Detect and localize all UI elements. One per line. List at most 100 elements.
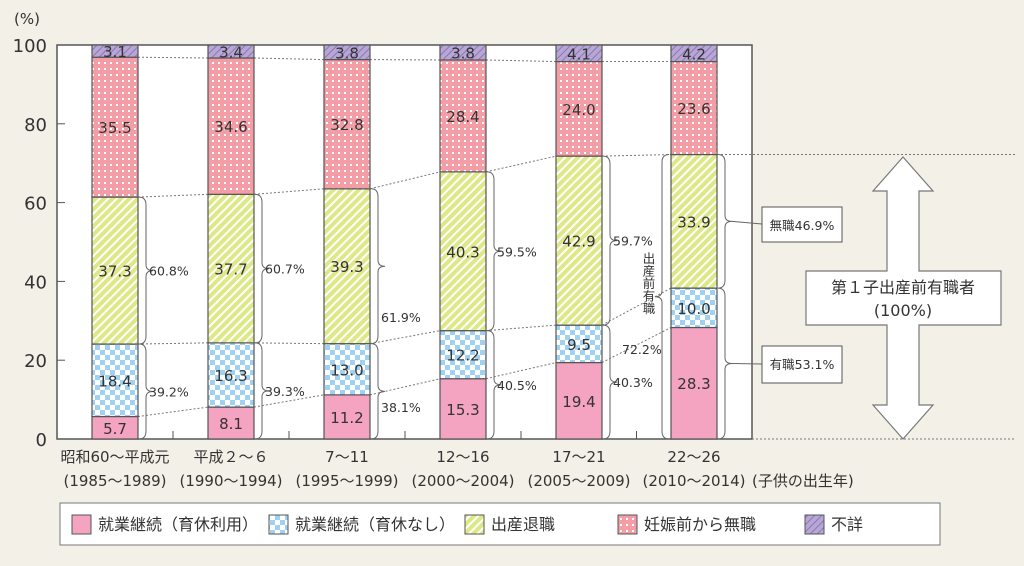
x-tick-label: (1995〜1999) (295, 472, 398, 490)
data-label: 8.1 (219, 415, 243, 433)
brace (486, 171, 502, 332)
bar-segment (207, 342, 255, 408)
leader-line (731, 220, 763, 225)
y-tick-label: 60 (24, 194, 47, 215)
data-label: 28.4 (446, 108, 479, 126)
data-label: 3.4 (219, 44, 243, 62)
brace (602, 155, 618, 326)
data-label: 3.1 (103, 43, 127, 61)
data-label: 13.0 (330, 361, 363, 379)
connector-line (369, 171, 441, 190)
y-tick-label: 80 (24, 115, 47, 136)
x-axis-label: (子供の出生年) (752, 472, 854, 490)
plot-frame (56, 44, 753, 440)
x-tick-label: 昭和60〜平成元 (60, 448, 169, 466)
brace (138, 343, 154, 440)
legend-swatch (268, 514, 289, 535)
bar-segment (439, 44, 487, 61)
x-tick-label: 12〜16 (436, 448, 489, 466)
bar-segment (670, 287, 718, 329)
y-axis-label: (%) (14, 10, 40, 28)
brace (370, 188, 386, 345)
x-tick-label: 7〜11 (325, 448, 369, 466)
legend-swatch (71, 514, 92, 535)
bar-segment (323, 343, 371, 396)
data-label: 40.3 (446, 243, 479, 261)
brace (602, 324, 618, 440)
bracket-label-upper: 60.7% (265, 262, 305, 277)
data-label: 35.5 (98, 119, 131, 137)
data-label: 3.8 (451, 44, 475, 62)
bar-segment (439, 330, 487, 380)
data-label: 10.0 (677, 300, 710, 318)
bar-segment (670, 153, 718, 289)
legend-box (59, 502, 941, 546)
x-tick-label: 17〜21 (552, 448, 605, 466)
brace (138, 196, 154, 345)
data-label: 4.2 (682, 45, 706, 63)
legend-label: 妊娠前から無職 (644, 515, 756, 534)
brace (654, 154, 670, 440)
x-tick-label: (1985〜1989) (63, 472, 166, 490)
x-tick-label: 22〜26 (667, 448, 720, 466)
data-label: 3.8 (335, 44, 359, 62)
bar-segment (555, 60, 603, 157)
data-label: 9.5 (567, 336, 591, 354)
data-label: 19.4 (562, 393, 595, 411)
unemployed-box (761, 206, 843, 243)
data-label: 12.2 (446, 347, 479, 365)
bracket-label-lower: 39.2% (149, 385, 189, 400)
brace (370, 343, 386, 440)
arrow-title: 第１子出産前有職者 (831, 278, 975, 297)
bracket-label-upper: 60.8% (149, 264, 189, 279)
bar-segment (91, 44, 139, 58)
bar-segment (670, 60, 718, 156)
bar-segment (207, 406, 255, 440)
bar-segment (670, 44, 718, 63)
data-label: 42.9 (562, 233, 595, 251)
legend-label: 不詳 (831, 515, 863, 534)
bracket-label-upper: 61.9% (381, 310, 421, 325)
data-label: 18.4 (98, 372, 131, 390)
brace (254, 342, 270, 440)
data-label: 23.6 (677, 100, 710, 118)
data-label: 37.3 (98, 263, 131, 281)
bar-segment (323, 58, 371, 190)
bar-segment (207, 57, 255, 195)
bracket-label-lower: 39.3% (265, 384, 305, 399)
data-label: 34.6 (214, 118, 247, 136)
bar-segment (439, 378, 487, 440)
legend-swatch (464, 514, 485, 535)
y-tick-label: 20 (24, 351, 47, 372)
bar-segment (207, 193, 255, 344)
data-label: 33.9 (677, 213, 710, 231)
bar-segment (91, 56, 139, 198)
legend-label: 出産退職 (491, 515, 555, 534)
data-label: 37.7 (214, 261, 247, 279)
data-label: 16.3 (214, 367, 247, 385)
x-tick-label: 平成２〜６ (193, 448, 268, 466)
brace (486, 330, 502, 440)
data-label: 5.7 (103, 420, 127, 438)
legend-swatch (617, 514, 638, 535)
bar-segment (555, 44, 603, 63)
bracket-label-lower: 40.3% (613, 375, 653, 390)
employed-box (761, 345, 843, 384)
bracket-label-lower: 40.5% (497, 378, 537, 393)
y-tick-label: 40 (24, 272, 47, 293)
bar-segment (207, 44, 255, 59)
data-label: 11.2 (330, 409, 363, 427)
data-label: 39.3 (330, 258, 363, 276)
bar-segment (555, 155, 603, 326)
bracket-label-upper: 59.7% (613, 234, 653, 249)
data-label: 28.3 (677, 375, 710, 393)
bar-segment (439, 59, 487, 173)
bar-segment (439, 171, 487, 332)
connector-line (601, 327, 672, 364)
legend-swatch (804, 514, 825, 535)
legend-label: 就業継続（育休利用） (98, 515, 258, 534)
connector-line (601, 287, 672, 326)
connector-line (601, 154, 672, 157)
arrow-subtitle: (100%) (874, 301, 932, 320)
